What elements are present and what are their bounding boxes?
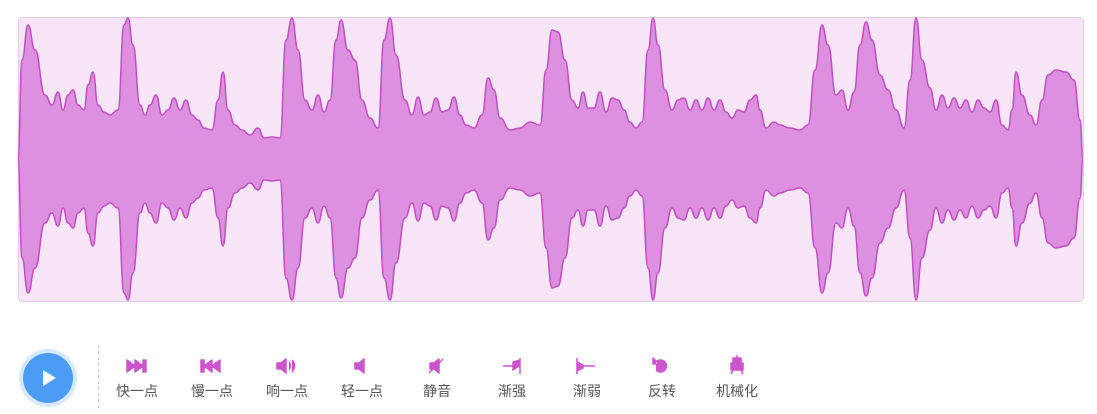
button-label: 响一点 (266, 384, 308, 400)
button-label: 静音 (423, 383, 451, 400)
button-label: 快一点 (116, 384, 158, 400)
toolbar-button[interactable]: 快一点 (116, 359, 158, 400)
toolbar-button[interactable]: 机械化 (716, 355, 758, 400)
button-icon (730, 355, 744, 375)
button-label: 反转 (648, 384, 676, 400)
toolbar-button[interactable]: 静音 (423, 358, 451, 400)
toolbar-button[interactable]: 响一点 (266, 358, 308, 400)
toolbar: 快一点 慢一点 响一点 轻一点 静音 渐强 渐弱 反转 机械化 (116, 355, 758, 400)
button-icon (200, 359, 221, 373)
button-icon (126, 359, 147, 373)
button-label: 慢一点 (191, 383, 233, 400)
toolbar-button[interactable]: 渐强 (498, 358, 526, 400)
play-icon (43, 370, 56, 386)
button-icon (354, 358, 365, 374)
button-icon (576, 358, 595, 374)
button-icon (276, 358, 296, 374)
toolbar-button[interactable]: 慢一点 (191, 359, 233, 400)
button-icon (428, 358, 444, 374)
waveform (17, 17, 1084, 301)
toolbar-button[interactable]: 反转 (648, 357, 676, 400)
toolbar-button[interactable]: 轻一点 (341, 358, 383, 400)
toolbar-button[interactable]: 渐弱 (573, 358, 601, 400)
button-icon (652, 357, 668, 373)
button-label: 渐强 (498, 384, 526, 400)
button-label: 渐弱 (573, 384, 601, 400)
button-label: 轻一点 (341, 384, 383, 400)
button-icon (503, 358, 521, 374)
button-label: 机械化 (716, 384, 758, 400)
